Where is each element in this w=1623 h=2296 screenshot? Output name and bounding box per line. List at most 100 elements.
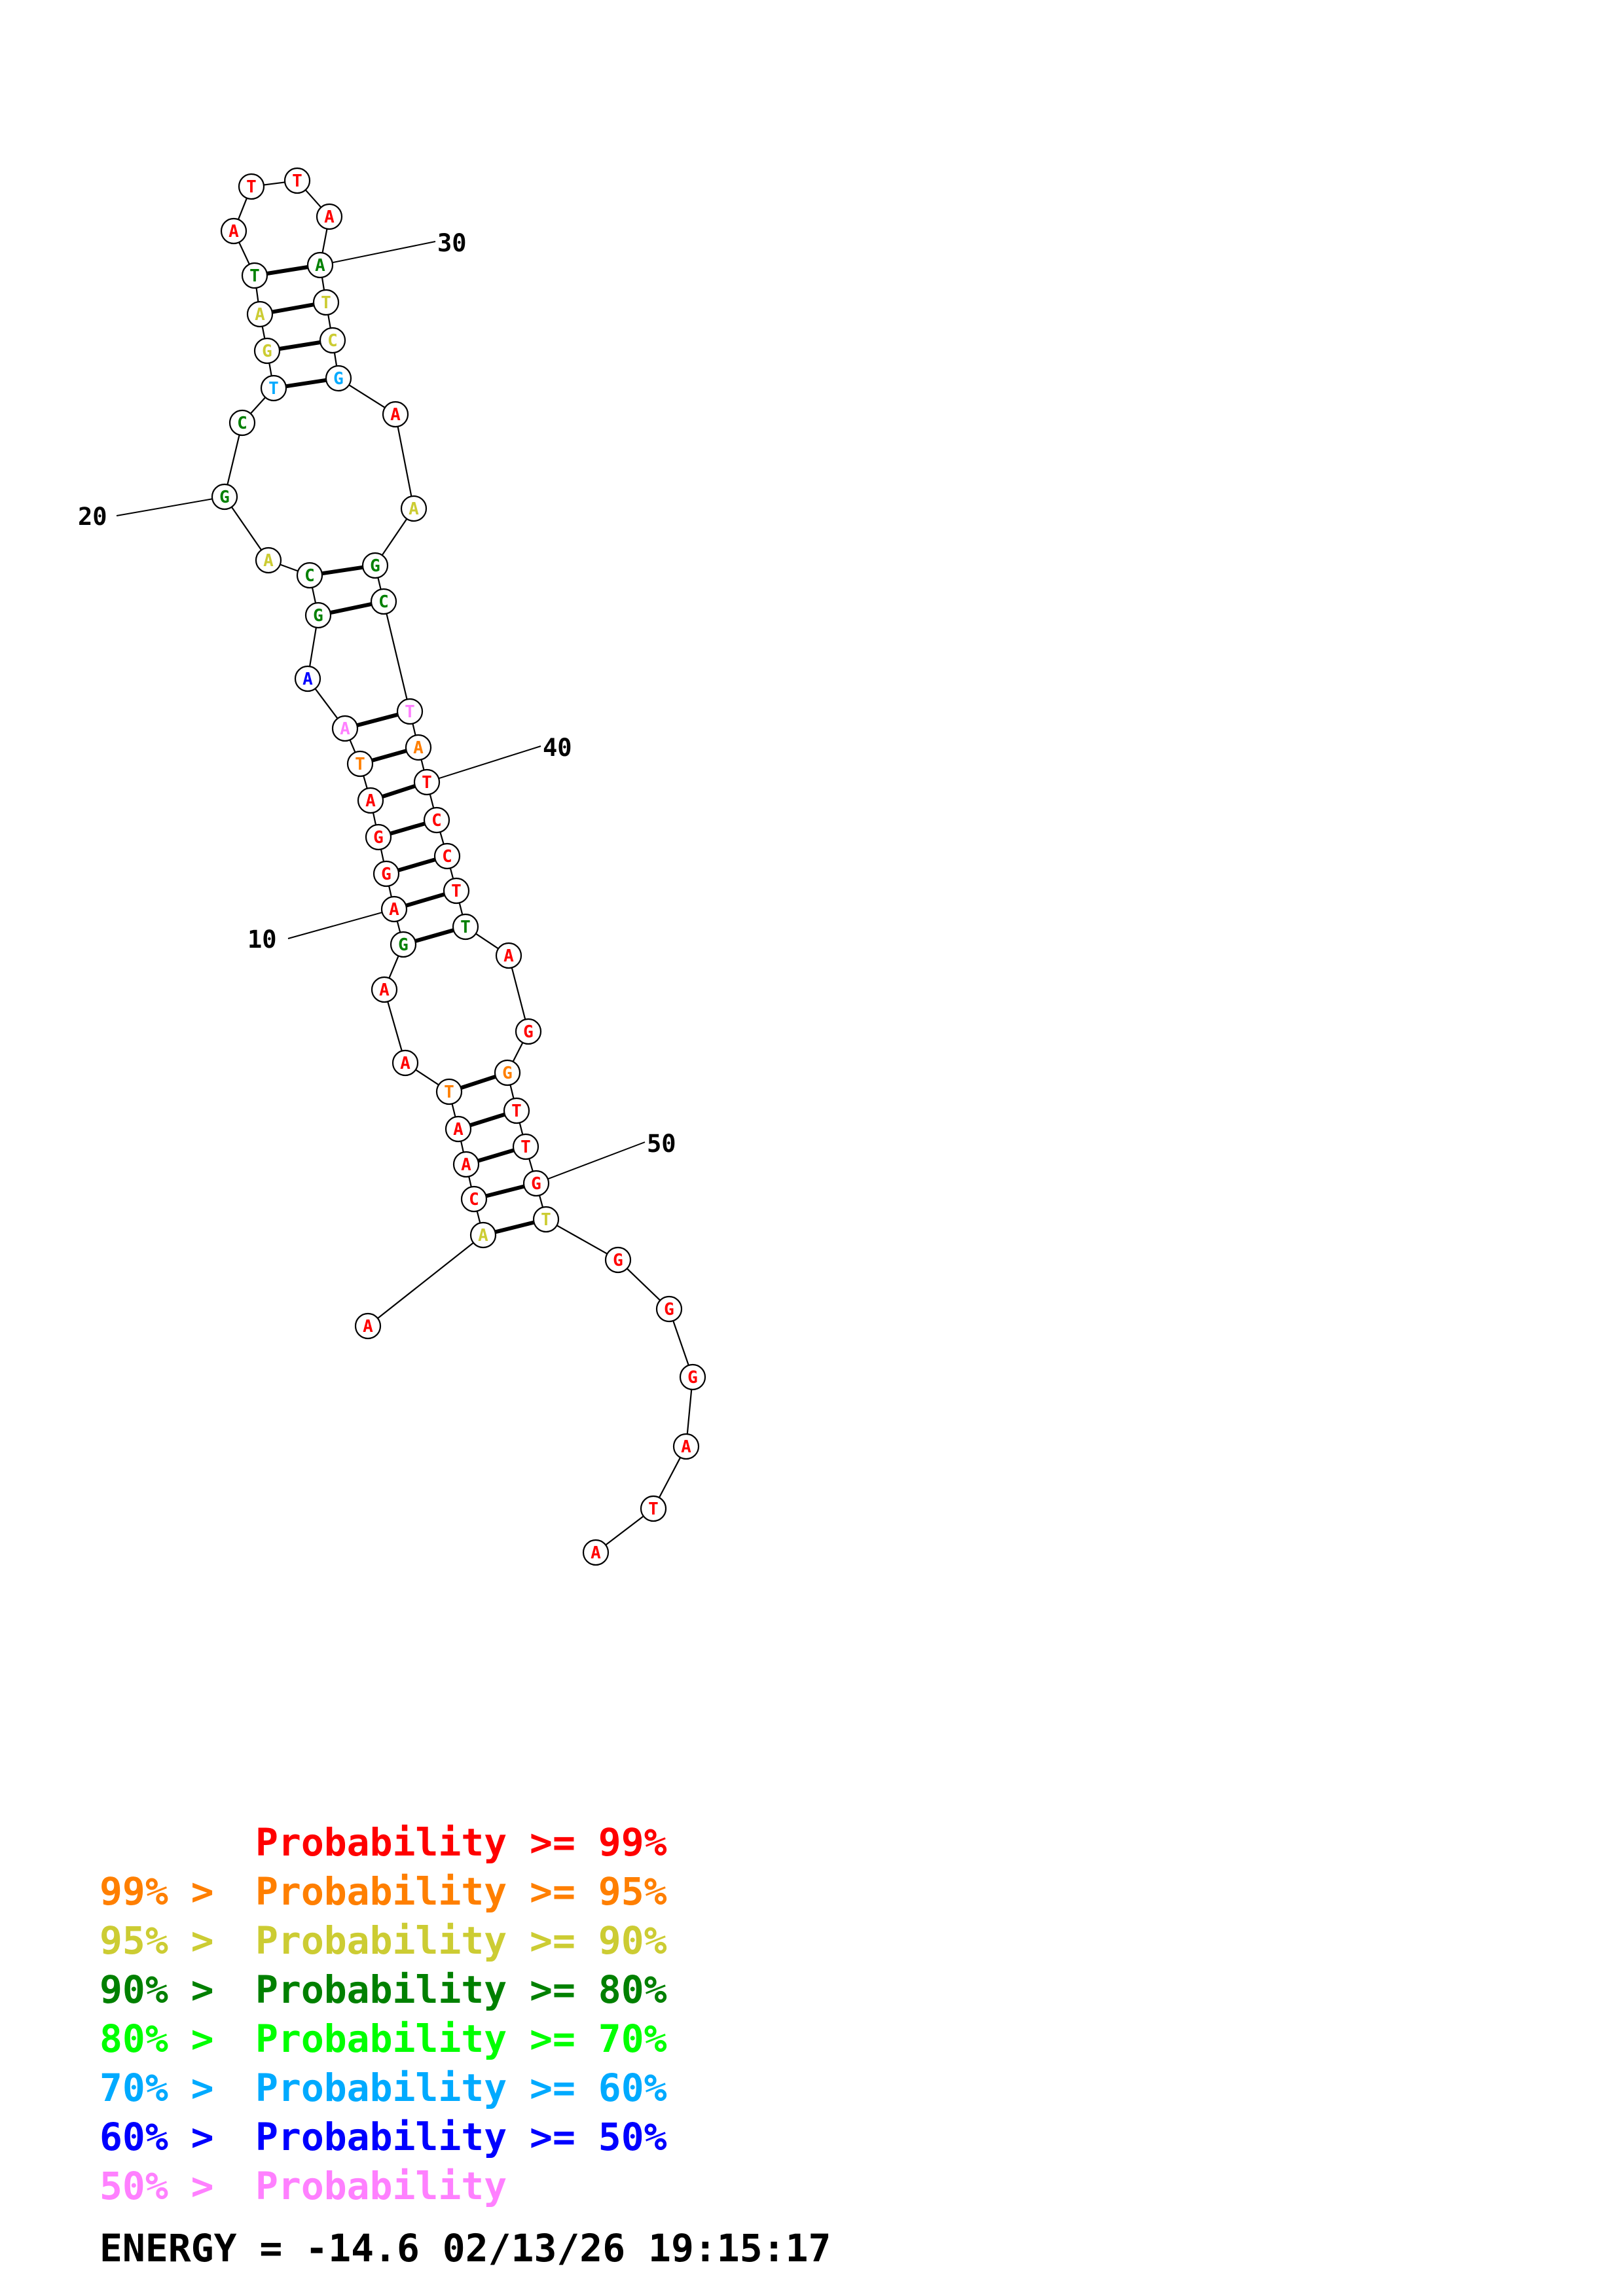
nucleotide-circle xyxy=(371,976,398,1003)
nucleotide-circle xyxy=(283,167,311,194)
nucleotide-circle xyxy=(361,552,389,579)
index-tick xyxy=(287,912,382,939)
nucleotide-base: A xyxy=(400,1054,410,1073)
backbone-segment xyxy=(386,613,408,700)
backbone-segment xyxy=(321,228,328,253)
nucleotide: G xyxy=(679,1363,706,1391)
base-pair-bond xyxy=(279,340,321,351)
nucleotide-circle xyxy=(370,588,397,615)
nucleotide-circle xyxy=(413,768,441,796)
backbone-segment xyxy=(556,1225,608,1255)
backbone-segment xyxy=(263,181,285,186)
nucleotide: T xyxy=(452,913,479,941)
nucleotide-circle xyxy=(512,1133,539,1160)
legend-label: Probability >= 60% xyxy=(255,2066,667,2110)
nucleotide-circle xyxy=(228,409,256,437)
backbone-segment xyxy=(321,277,325,291)
nucleotide-circle xyxy=(423,806,450,834)
legend-label: Probability >= 95% xyxy=(255,1869,667,1914)
nucleotide: C xyxy=(433,842,461,870)
nucleotide: C xyxy=(370,588,397,615)
backbone-segment xyxy=(230,507,263,550)
nucleotide-base: A xyxy=(409,499,419,519)
backbone-segment xyxy=(658,1457,682,1498)
nucleotide: A xyxy=(371,976,398,1003)
nucleotide-base: C xyxy=(327,331,338,351)
nucleotide-circle xyxy=(296,562,323,589)
nucleotide-base: T xyxy=(520,1138,531,1157)
nucleotide-circle xyxy=(390,931,417,958)
nucleotide-circle xyxy=(582,1539,610,1566)
backbone-segment xyxy=(415,1069,439,1086)
nucleotide: T xyxy=(503,1097,530,1124)
backbone-segment xyxy=(468,1176,472,1187)
legend-row: 90% > Probability >= 80% xyxy=(100,1967,667,2012)
backbone-segment xyxy=(538,1195,544,1208)
nucleotide: C xyxy=(296,562,323,589)
backbone-segment xyxy=(429,794,435,808)
nucleotide-base: A xyxy=(363,1317,373,1336)
energy-footer: ENERGY = -14.6 02/13/26 19:15:17 xyxy=(100,2226,831,2270)
legend-row: 95% > Probability >= 90% xyxy=(100,1918,667,1963)
nucleotide-circle xyxy=(640,1495,667,1522)
nucleotide-base: G xyxy=(664,1300,674,1319)
nucleotide-base: C xyxy=(469,1190,479,1210)
nucleotide-base: A xyxy=(255,305,265,325)
backbone-segment xyxy=(511,967,526,1020)
nucleotide-circle xyxy=(331,715,359,742)
backbone-segment xyxy=(333,352,338,367)
index-tick-lines xyxy=(116,241,646,1180)
nucleotide: T xyxy=(283,167,311,194)
nucleotide: G xyxy=(253,337,281,365)
nucleotide: T xyxy=(396,698,424,725)
base-pair-bond xyxy=(405,892,445,908)
index-tick xyxy=(438,745,541,780)
base-pair-bond xyxy=(469,1112,505,1128)
nucleotide-circle xyxy=(515,1018,542,1045)
nucleotide: T xyxy=(443,877,470,905)
nucleotide: T xyxy=(312,289,340,316)
base-pair-bond xyxy=(382,784,416,798)
nucleotide-base: G xyxy=(219,488,230,507)
backbone-segment xyxy=(255,287,259,302)
index-label: 20 xyxy=(78,503,107,531)
nucleotide-base: A xyxy=(228,222,239,242)
nucleotide-circle xyxy=(316,203,343,230)
index-tick xyxy=(116,498,213,516)
backbone-segment xyxy=(249,397,266,414)
backbone-segment xyxy=(304,189,322,208)
nucleotide: G xyxy=(373,860,400,888)
nucleotide-base: G xyxy=(687,1368,698,1388)
nucleotide: A xyxy=(400,495,428,522)
backbone-segment xyxy=(261,326,266,339)
index-label: 10 xyxy=(247,925,277,954)
nucleotide: A xyxy=(220,217,247,245)
nucleotide-circle xyxy=(400,495,428,522)
backbone-segment xyxy=(388,956,399,978)
base-pair-bond xyxy=(321,565,363,576)
legend-prefix: 60% > xyxy=(100,2115,214,2159)
legend-prefix: 50% > xyxy=(100,2164,214,2208)
nucleotide: T xyxy=(413,768,441,796)
nucleotide-base: A xyxy=(681,1437,691,1457)
legend-label: Probability >= 90% xyxy=(255,1918,667,1963)
legend-row: 60% > Probability >= 50% xyxy=(100,2115,667,2159)
index-labels: 10 20 30 40 50 xyxy=(78,229,676,1158)
nucleotide-circle xyxy=(253,337,281,365)
nucleotide-base: T xyxy=(511,1102,522,1121)
nucleotide-base: T xyxy=(321,293,331,313)
legend-prefix: 99% > xyxy=(100,1869,214,1914)
backbone-segment xyxy=(475,933,499,950)
nucleotide-circle xyxy=(672,1433,700,1460)
nucleotide-circle xyxy=(380,895,408,923)
nucleotide: A xyxy=(452,1151,480,1178)
nucleotide-base: G xyxy=(370,556,380,576)
nucleotide: A xyxy=(380,895,408,923)
nucleotide: T xyxy=(238,173,265,200)
backbone-segment xyxy=(227,435,240,485)
nucleotide-circle xyxy=(679,1363,706,1391)
nucleotide-circle xyxy=(452,1151,480,1178)
nucleotide-base: T xyxy=(292,171,302,191)
nucleotide: T xyxy=(512,1133,539,1160)
